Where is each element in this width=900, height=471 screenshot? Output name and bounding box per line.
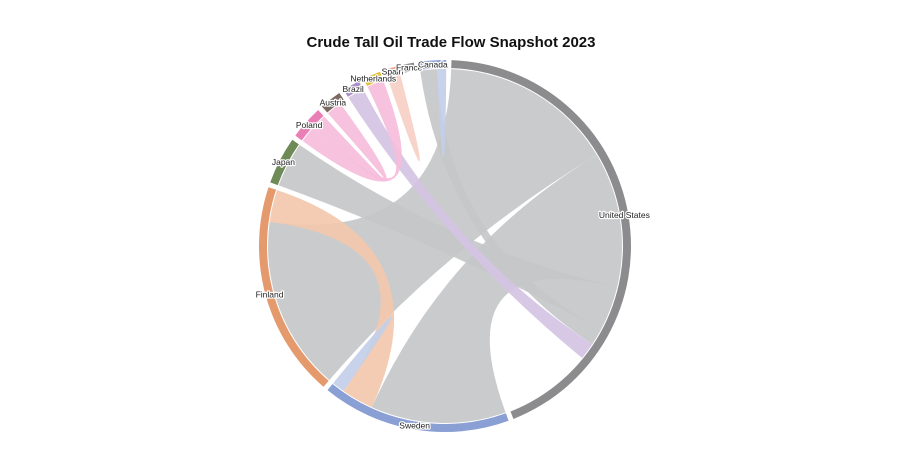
- flow-finland-to-sweden: [269, 190, 395, 408]
- chart-title: Crude Tall Oil Trade Flow Snapshot 2023: [307, 34, 596, 51]
- nodes-layer: [259, 60, 631, 432]
- node-label-japan: Japan: [272, 157, 295, 167]
- node-label-canada: Canada: [418, 59, 448, 69]
- node-label-spain: Spain: [382, 67, 404, 77]
- node-arc-finland: [259, 187, 329, 387]
- node-label-poland: Poland: [296, 120, 323, 130]
- node-arc-poland: [295, 110, 324, 141]
- flow-sweden-to-sweden: [333, 314, 392, 392]
- node-arc-brazil: [343, 81, 363, 97]
- node-arc-sweden: [327, 383, 509, 432]
- flow-united-states-to-canada: [420, 69, 601, 345]
- node-label-netherlands: Netherlands: [350, 74, 396, 84]
- labels-layer: United States Sweden Finland Japan Poland Aus…: [254, 58, 651, 431]
- flow-poland-to-netherlands: [302, 80, 402, 182]
- node-arc-netherlands: [363, 71, 383, 86]
- flow-united-states-to-sweden: [371, 155, 622, 424]
- node-arc-japan: [270, 139, 299, 186]
- flow-spain-to-spain: [387, 74, 421, 162]
- node-label-united-states: United States: [599, 210, 650, 220]
- node-arc-austria: [321, 92, 344, 113]
- node-label-sweden: Sweden: [399, 420, 430, 430]
- flow-poland-to-austria: [313, 103, 387, 182]
- flows-layer: [268, 69, 622, 424]
- node-arc-france: [403, 62, 416, 73]
- node-label-brazil: Brazil: [343, 84, 364, 94]
- flow-canada-to-canada: [437, 69, 447, 158]
- node-arc-canada: [418, 60, 447, 70]
- flow-brazil-to-united-states: [348, 89, 593, 358]
- node-arc-spain: [384, 66, 401, 78]
- node-label-france: France: [396, 63, 423, 73]
- node-label-finland: Finland: [256, 289, 284, 299]
- node-label-austria: Austria: [320, 98, 347, 108]
